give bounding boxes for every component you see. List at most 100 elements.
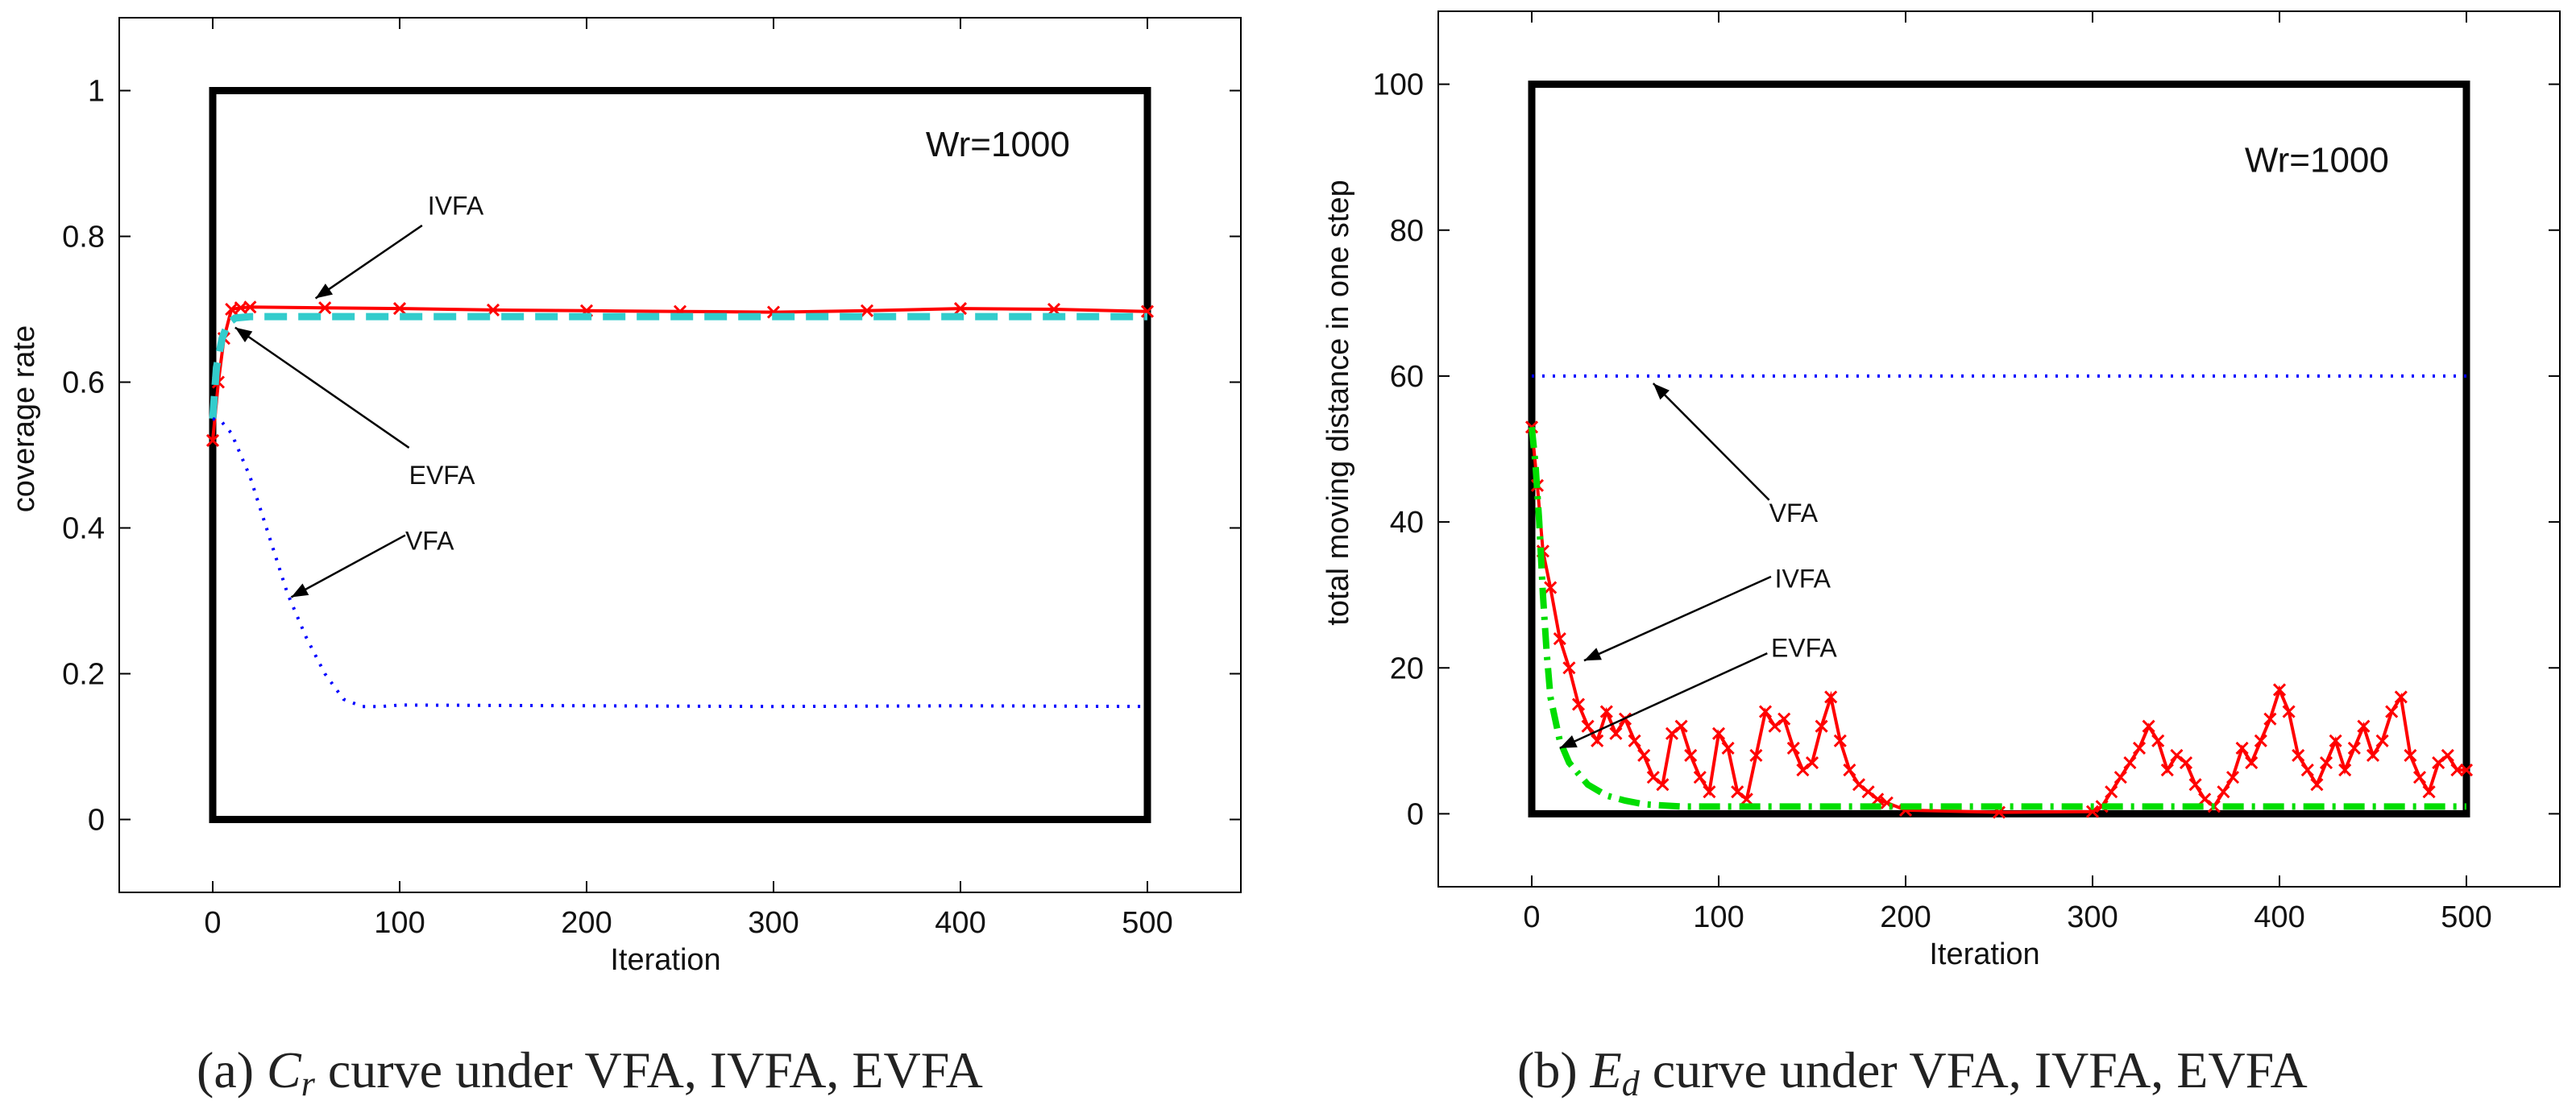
arrow-vfa-line bbox=[1652, 383, 1770, 501]
caption-b: (b) Ed curve under VFA, IVFA, EVFA bbox=[1517, 1041, 2308, 1104]
series-ivfa-marker bbox=[243, 300, 257, 314]
arrow-label-evfa: EVFA bbox=[409, 461, 475, 490]
series-ivfa-marker bbox=[1628, 734, 1641, 747]
series-ivfa-marker bbox=[1599, 705, 1613, 718]
series-ivfa-marker bbox=[1721, 741, 1735, 755]
x-tick-label: 100 bbox=[1693, 900, 1744, 934]
y-tick-label: 100 bbox=[1373, 68, 1424, 102]
axes-frame bbox=[118, 17, 1242, 893]
x-tick-label: 300 bbox=[2067, 900, 2118, 934]
series-ivfa-marker bbox=[1740, 793, 1753, 806]
series-ivfa-marker bbox=[2338, 764, 2352, 777]
arrow-evfa-head bbox=[1559, 735, 1578, 748]
series-ivfa-marker bbox=[1777, 712, 1791, 726]
arrow-ivfa-line bbox=[1583, 575, 1772, 662]
series-ivfa-marker bbox=[2123, 755, 2137, 770]
caption-a-prefix: (a) bbox=[197, 1041, 255, 1099]
region-box bbox=[209, 87, 1151, 823]
series-ivfa-marker bbox=[860, 304, 874, 317]
series-ivfa-marker bbox=[2188, 778, 2202, 792]
y-tick-label: 20 bbox=[1390, 652, 1424, 685]
series-ivfa-marker bbox=[953, 302, 968, 316]
series-ivfa-marker bbox=[318, 301, 332, 315]
series-ivfa-marker bbox=[2245, 755, 2259, 770]
axes-frame bbox=[1437, 10, 2561, 888]
series-ivfa-marker bbox=[2272, 683, 2287, 697]
caption-b-symbol: E bbox=[1590, 1041, 1622, 1099]
arrow-label-ivfa: IVFA bbox=[428, 191, 484, 220]
y-axis-label: total moving distance in one step bbox=[1321, 180, 1355, 625]
series-ivfa-marker bbox=[2357, 719, 2371, 733]
series-ivfa-marker bbox=[1711, 726, 1726, 740]
y-tick-label: 0.8 bbox=[62, 221, 105, 255]
arrow-vfa-head bbox=[291, 583, 309, 598]
y-tick-label: 0.4 bbox=[62, 512, 105, 546]
y-tick-label: 0 bbox=[1407, 797, 1424, 831]
series-ivfa-marker bbox=[2282, 705, 2296, 718]
arrow-vfa-head bbox=[1653, 383, 1670, 400]
caption-a-subscript: r bbox=[301, 1064, 315, 1103]
series-ivfa-marker bbox=[1562, 661, 1576, 675]
series-ivfa-marker bbox=[2132, 741, 2147, 755]
arrow-evfa-line bbox=[1559, 652, 1768, 750]
series-ivfa-marker bbox=[2198, 793, 2212, 806]
series-ivfa-marker bbox=[1824, 690, 1838, 704]
x-tick-label: 400 bbox=[935, 906, 985, 940]
arrow-vfa-line bbox=[290, 534, 406, 598]
x-tick-label: 100 bbox=[374, 906, 425, 940]
y-tick-label: 0.2 bbox=[62, 658, 105, 692]
panel-a-chart: 0 100 200 300 400 500 0 0.2 0.4 0.6 0.8 1 Iteration c… bbox=[7, 17, 1242, 977]
arrow-label-vfa: VFA bbox=[405, 527, 454, 556]
series-ivfa-marker bbox=[1768, 719, 1782, 733]
y-tick-label: 80 bbox=[1390, 214, 1424, 248]
x-tick-label: 500 bbox=[1122, 906, 1172, 940]
x-axis-label: Iteration bbox=[1929, 937, 2039, 971]
series-ivfa-marker bbox=[2254, 734, 2267, 747]
series-ivfa-marker bbox=[2300, 764, 2314, 777]
arrow-ivfa-head bbox=[1583, 648, 1602, 661]
y-tick-label: 0 bbox=[88, 804, 105, 838]
region-box bbox=[1528, 81, 2470, 817]
series-ivfa-marker bbox=[2441, 748, 2454, 763]
caption-a-text: curve under VFA, IVFA, EVFA bbox=[327, 1041, 983, 1099]
series-ivfa-marker bbox=[1609, 726, 1623, 740]
series-ivfa-marker bbox=[2142, 719, 2155, 733]
series-ivfa-marker bbox=[2151, 734, 2165, 747]
series-ivfa-marker bbox=[1571, 697, 1586, 711]
arrow-label-ivfa: IVFA bbox=[1775, 565, 1831, 594]
series-ivfa-marker bbox=[2412, 771, 2427, 784]
series-ivfa-marker bbox=[2310, 778, 2324, 792]
panel-b-chart: 0 100 200 300 400 500 0 20 40 60 80 100 Iteration tot… bbox=[1321, 10, 2561, 971]
series-ivfa-marker bbox=[2292, 748, 2305, 763]
series-ivfa-marker bbox=[205, 433, 220, 447]
series-ivfa-marker bbox=[2422, 785, 2436, 799]
arrow-label-vfa: VFA bbox=[1769, 499, 1819, 528]
series-ivfa-line bbox=[211, 305, 1148, 441]
series-ivfa-marker bbox=[1646, 771, 1660, 784]
y-tick-label: 0.6 bbox=[62, 366, 105, 400]
series-ivfa-marker bbox=[2160, 764, 2174, 777]
arrow-ivfa-head bbox=[315, 283, 334, 299]
series-ivfa-marker bbox=[2394, 690, 2408, 704]
series-ivfa-marker bbox=[2085, 805, 2100, 818]
x-tick-label: 200 bbox=[561, 906, 612, 940]
series-ivfa-line bbox=[1530, 427, 2466, 814]
series-ivfa-marker bbox=[1843, 764, 1856, 777]
series-ivfa-marker bbox=[392, 302, 407, 316]
series-ivfa-marker bbox=[1591, 734, 1604, 747]
arrow-ivfa-line bbox=[314, 224, 423, 300]
series-evfa-line bbox=[1529, 426, 2466, 810]
series-ivfa-marker bbox=[2404, 748, 2417, 763]
series-ivfa-marker bbox=[2329, 734, 2342, 747]
x-tick-label: 200 bbox=[1880, 900, 1931, 934]
y-tick-label: 1 bbox=[88, 75, 105, 109]
caption-b-prefix: (b) bbox=[1517, 1041, 1578, 1099]
series-ivfa-marker bbox=[1796, 764, 1810, 777]
series-ivfa-marker bbox=[1805, 755, 1819, 770]
y-tick-label: 60 bbox=[1390, 360, 1424, 394]
x-tick-label: 400 bbox=[2254, 900, 2304, 934]
series-ivfa-marker bbox=[2235, 741, 2249, 755]
arrow-label-evfa: EVFA bbox=[1771, 634, 1837, 663]
series-ivfa-marker bbox=[1140, 304, 1155, 318]
